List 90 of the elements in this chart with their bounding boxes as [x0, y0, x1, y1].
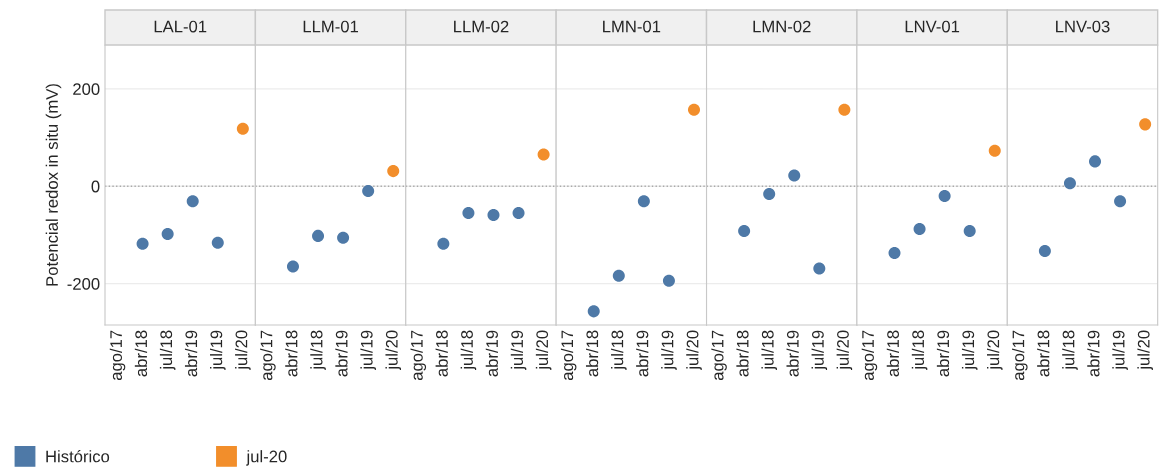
point: [537, 148, 550, 161]
y-tick-label: -200: [67, 278, 100, 290]
x-tick-label: jul/19: [1112, 330, 1128, 371]
x-tick-label: abr/18: [435, 330, 448, 377]
x-tick-label: jul/19: [811, 330, 828, 371]
chart-title: LNV-03: [1056, 20, 1110, 33]
x-tick-label: abr/19: [184, 330, 198, 377]
point: [286, 260, 299, 273]
point: [312, 229, 325, 242]
x-tick-label: ago/17: [1012, 330, 1028, 381]
x-tick-label: abr/19: [636, 330, 649, 377]
x-tick-label: jul/19: [961, 330, 978, 371]
x-tick-label: jul/18: [460, 330, 477, 371]
x-tick-label: jul/20: [686, 330, 702, 371]
point: [738, 225, 751, 238]
x-tick-label: jul/18: [159, 330, 176, 371]
y-tick-label: 0: [91, 180, 100, 193]
point: [838, 103, 851, 116]
x-tick-label: abr/19: [1087, 330, 1100, 377]
point: [687, 103, 701, 116]
x-tick-label: abr/19: [786, 330, 799, 377]
point: [888, 246, 901, 259]
x-tick-label: jul/18: [761, 330, 777, 371]
x-tick-label: ago/17: [260, 330, 276, 381]
x-tick-label: jul/20: [535, 330, 552, 371]
x-tick-label: abr/19: [936, 330, 950, 377]
x-tick-label: abr/18: [585, 330, 599, 377]
x-tick-label: abr/19: [485, 330, 498, 377]
x-tick-label: jul/20: [235, 330, 251, 371]
point: [186, 195, 199, 208]
x-tick-label: jul/20: [1137, 330, 1153, 371]
point: [437, 237, 450, 250]
x-tick-label: jul/18: [310, 330, 326, 371]
x-tick-label: jul/20: [385, 330, 401, 371]
x-tick-label: ago/17: [410, 330, 427, 381]
x-tick-label: jul/19: [210, 330, 226, 371]
point: [387, 165, 400, 178]
point: [211, 236, 224, 249]
point: [612, 269, 625, 282]
y-axis-title: Potencial redox in situ (mV): [45, 84, 62, 286]
y-tick-label: 200: [73, 83, 100, 96]
point: [938, 189, 951, 202]
x-tick-label: ago/17: [560, 330, 577, 381]
chart-title: LMN-02: [753, 20, 811, 33]
x-tick-label: ago/17: [861, 330, 878, 381]
x-tick-label: abr/18: [285, 330, 298, 377]
x-tick-label: abr/18: [736, 330, 749, 377]
point: [988, 144, 1001, 157]
point: [662, 274, 675, 287]
chart-title: LAL-01: [154, 20, 207, 33]
x-tick-label: jul/18: [611, 330, 627, 371]
x-tick-label: jul/19: [360, 330, 376, 371]
point: [637, 195, 650, 208]
point: [512, 206, 525, 220]
point: [813, 262, 826, 275]
x-tick-label: abr/19: [335, 330, 348, 377]
x-tick-label: ago/17: [109, 330, 126, 381]
point: [587, 305, 600, 318]
legend-label: jul-20: [246, 450, 287, 466]
x-tick-label: jul/18: [1062, 330, 1078, 371]
point: [1139, 118, 1152, 131]
x-tick-label: jul/19: [661, 330, 677, 371]
point: [161, 227, 174, 240]
point: [362, 185, 375, 198]
x-tick-label: ago/17: [711, 330, 727, 381]
point: [788, 169, 801, 182]
point: [1063, 177, 1076, 190]
point: [913, 223, 926, 236]
chart-title: LMN-01: [603, 20, 661, 33]
x-tick-label: jul/20: [836, 330, 853, 371]
x-tick-label: jul/18: [911, 330, 928, 371]
x-tick-label: jul/19: [510, 330, 527, 371]
point: [963, 225, 976, 238]
x-tick-label: abr/18: [1037, 330, 1050, 377]
point: [1089, 155, 1102, 168]
point: [1114, 195, 1127, 208]
point: [462, 206, 475, 220]
x-tick-label: jul/20: [987, 330, 1003, 371]
point: [136, 237, 149, 250]
point: [337, 231, 350, 244]
chart-title: LNV-01: [905, 20, 960, 33]
point: [1038, 244, 1051, 257]
point: [763, 187, 776, 201]
chart-title: LLM-01: [303, 20, 359, 33]
x-tick-label: abr/18: [134, 330, 148, 377]
point: [487, 208, 500, 221]
x-tick-label: abr/18: [886, 330, 899, 377]
legend-label: Histórico: [46, 449, 110, 463]
point: [236, 122, 249, 135]
chart-title: LLM-02: [454, 20, 509, 33]
